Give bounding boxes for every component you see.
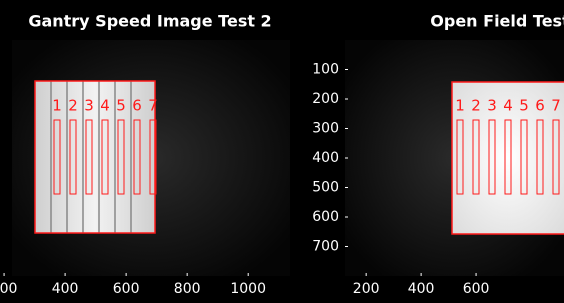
x-tick-label: 600 (463, 281, 490, 297)
roi-label: 1 (52, 97, 62, 115)
roi-label: 5 (116, 97, 126, 115)
roi-label: 2 (471, 97, 481, 115)
y-tick-label: 400 (312, 150, 339, 166)
roi-label: 4 (100, 97, 110, 115)
x-tick-label: 400 (52, 281, 79, 297)
x-tick-label: 200 (0, 281, 17, 297)
roi-label: 3 (84, 97, 94, 115)
panel-title: Gantry Speed Image Test 2 (28, 12, 271, 31)
y-tick-label: 300 (312, 121, 339, 137)
roi-label: 1 (455, 97, 465, 115)
page: {"panels":[ {"title":"Gantry Speed Image… (0, 0, 564, 303)
roi-label: 6 (535, 97, 545, 115)
roi-label: 4 (503, 97, 513, 115)
panel-title: Open Field Test (430, 12, 564, 31)
x-tick-label: 1000 (230, 281, 266, 297)
y-tick-label: 100 (312, 62, 339, 78)
y-tick-label: 700 (312, 239, 339, 255)
y-tick-label: 600 (312, 209, 339, 225)
roi-label: 7 (148, 97, 158, 115)
roi-label: 2 (68, 97, 78, 115)
y-tick-label: 200 (312, 91, 339, 107)
y-tick-label: 500 (312, 180, 339, 196)
x-tick-label: 200 (353, 281, 380, 297)
figure: Gantry Speed Image Test 2 200 400 600 800 100… (0, 0, 564, 303)
roi-label: 5 (519, 97, 529, 115)
roi-label: 3 (487, 97, 497, 115)
roi-label: 7 (551, 97, 561, 115)
x-tick-label: 600 (113, 281, 140, 297)
roi-label: 6 (132, 97, 142, 115)
x-tick-label: 400 (408, 281, 435, 297)
x-tick-label: 800 (174, 281, 201, 297)
